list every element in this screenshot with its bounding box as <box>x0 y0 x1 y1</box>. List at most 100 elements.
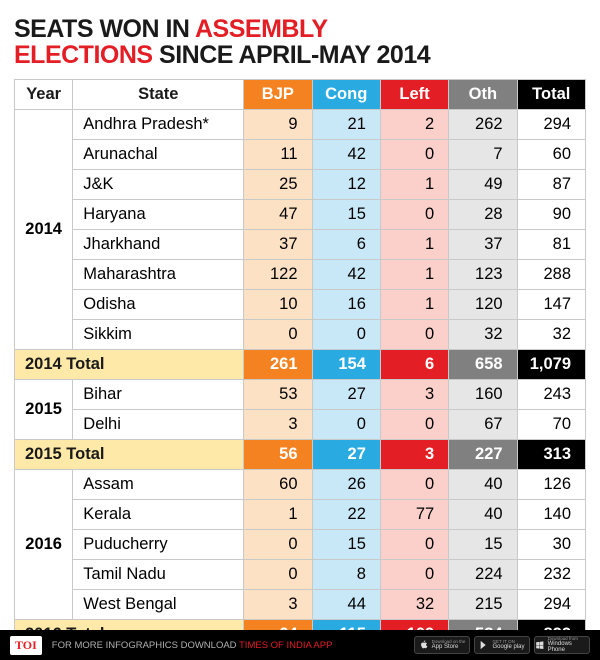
total-cell: 232 <box>517 559 585 589</box>
total-bjp-cell: 261 <box>244 349 312 379</box>
windows-store-badge[interactable]: Download fromWindows Phone <box>534 636 590 654</box>
total-cell: 243 <box>517 379 585 409</box>
oth-cell: 40 <box>449 499 517 529</box>
oth-cell: 37 <box>449 229 517 259</box>
total-bjp-cell: 56 <box>244 439 312 469</box>
table-row: Arunachal11420760 <box>15 139 586 169</box>
cong-cell: 27 <box>312 379 380 409</box>
oth-cell: 15 <box>449 529 517 559</box>
table-row: Sikkim0003232 <box>15 319 586 349</box>
table-row: 2014Andhra Pradesh*9212262294 <box>15 109 586 139</box>
total-cong-cell: 154 <box>312 349 380 379</box>
oth-cell: 32 <box>449 319 517 349</box>
total-cell: 147 <box>517 289 585 319</box>
title-part-2a: ELECTIONS <box>14 41 159 69</box>
cong-cell: 44 <box>312 589 380 619</box>
left-cell: 32 <box>380 589 448 619</box>
state-cell: Puducherry <box>73 529 244 559</box>
left-cell: 0 <box>380 409 448 439</box>
left-cell: 77 <box>380 499 448 529</box>
windows-icon <box>535 640 545 650</box>
state-cell: Jharkhand <box>73 229 244 259</box>
total-cell: 30 <box>517 529 585 559</box>
state-cell: Andhra Pradesh* <box>73 109 244 139</box>
state-cell: Sikkim <box>73 319 244 349</box>
total-cell: 140 <box>517 499 585 529</box>
app-store-badge[interactable]: Download on theApp Store <box>414 636 470 654</box>
th-state: State <box>73 79 244 109</box>
bjp-cell: 60 <box>244 469 312 499</box>
state-cell: West Bengal <box>73 589 244 619</box>
state-cell: Maharashtra <box>73 259 244 289</box>
year-cell: 2016 <box>15 469 73 619</box>
left-cell: 0 <box>380 319 448 349</box>
oth-cell: 49 <box>449 169 517 199</box>
store-badges: Download on theApp Store GET IT ONGoogle… <box>414 636 590 654</box>
oth-cell: 120 <box>449 289 517 319</box>
cong-cell: 26 <box>312 469 380 499</box>
cong-cell: 15 <box>312 529 380 559</box>
bjp-cell: 10 <box>244 289 312 319</box>
state-cell: Odisha <box>73 289 244 319</box>
left-cell: 0 <box>380 529 448 559</box>
left-cell: 2 <box>380 109 448 139</box>
table-row: Puducherry01501530 <box>15 529 586 559</box>
bjp-cell: 47 <box>244 199 312 229</box>
state-cell: Delhi <box>73 409 244 439</box>
bjp-cell: 9 <box>244 109 312 139</box>
total-cell: 90 <box>517 199 585 229</box>
oth-cell: 7 <box>449 139 517 169</box>
left-cell: 0 <box>380 199 448 229</box>
total-row: 2015 Total56273227313 <box>15 439 586 469</box>
total-label: 2015 Total <box>15 439 244 469</box>
total-cell: 126 <box>517 469 585 499</box>
th-bjp: BJP <box>244 79 312 109</box>
state-cell: Kerala <box>73 499 244 529</box>
oth-cell: 40 <box>449 469 517 499</box>
bjp-cell: 53 <box>244 379 312 409</box>
left-cell: 1 <box>380 229 448 259</box>
bjp-cell: 37 <box>244 229 312 259</box>
cong-cell: 42 <box>312 259 380 289</box>
bjp-cell: 3 <box>244 409 312 439</box>
table-row: West Bengal34432215294 <box>15 589 586 619</box>
footer-text-b: TIMES OF INDIA APP <box>239 640 332 651</box>
google-play-badge[interactable]: GET IT ONGoogle play <box>474 636 530 654</box>
state-cell: J&K <box>73 169 244 199</box>
th-total: Total <box>517 79 585 109</box>
total-label: 2014 Total <box>15 349 244 379</box>
table-row: 2015Bihar53273160243 <box>15 379 586 409</box>
left-cell: 0 <box>380 139 448 169</box>
bjp-cell: 0 <box>244 559 312 589</box>
oth-cell: 28 <box>449 199 517 229</box>
title: SEATS WON IN ASSEMBLY ELECTIONS SINCE AP… <box>14 16 586 69</box>
table-row: Jharkhand37613781 <box>15 229 586 259</box>
cong-cell: 15 <box>312 199 380 229</box>
oth-cell: 262 <box>449 109 517 139</box>
state-cell: Assam <box>73 469 244 499</box>
footer-bar: TOI FOR MORE INFOGRAPHICS DOWNLOAD TIMES… <box>0 630 600 660</box>
seats-table: Year State BJP Cong Left Oth Total 2014A… <box>14 79 586 650</box>
oth-cell: 215 <box>449 589 517 619</box>
infographic-container: SEATS WON IN ASSEMBLY ELECTIONS SINCE AP… <box>0 0 600 660</box>
total-oth-cell: 227 <box>449 439 517 469</box>
toi-badge: TOI <box>10 636 42 655</box>
total-row: 2014 Total26115466581,079 <box>15 349 586 379</box>
cong-cell: 0 <box>312 319 380 349</box>
cong-cell: 42 <box>312 139 380 169</box>
total-cell: 70 <box>517 409 585 439</box>
th-oth: Oth <box>449 79 517 109</box>
bjp-cell: 0 <box>244 529 312 559</box>
oth-cell: 123 <box>449 259 517 289</box>
table-body: 2014Andhra Pradesh*9212262294Arunachal11… <box>15 109 586 649</box>
table-row: Haryana471502890 <box>15 199 586 229</box>
footer-text-a: FOR MORE INFOGRAPHICS DOWNLOAD <box>52 640 239 651</box>
oth-cell: 67 <box>449 409 517 439</box>
oth-cell: 160 <box>449 379 517 409</box>
left-cell: 1 <box>380 169 448 199</box>
total-cell: 60 <box>517 139 585 169</box>
state-cell: Bihar <box>73 379 244 409</box>
cong-cell: 16 <box>312 289 380 319</box>
th-year: Year <box>15 79 73 109</box>
state-cell: Haryana <box>73 199 244 229</box>
